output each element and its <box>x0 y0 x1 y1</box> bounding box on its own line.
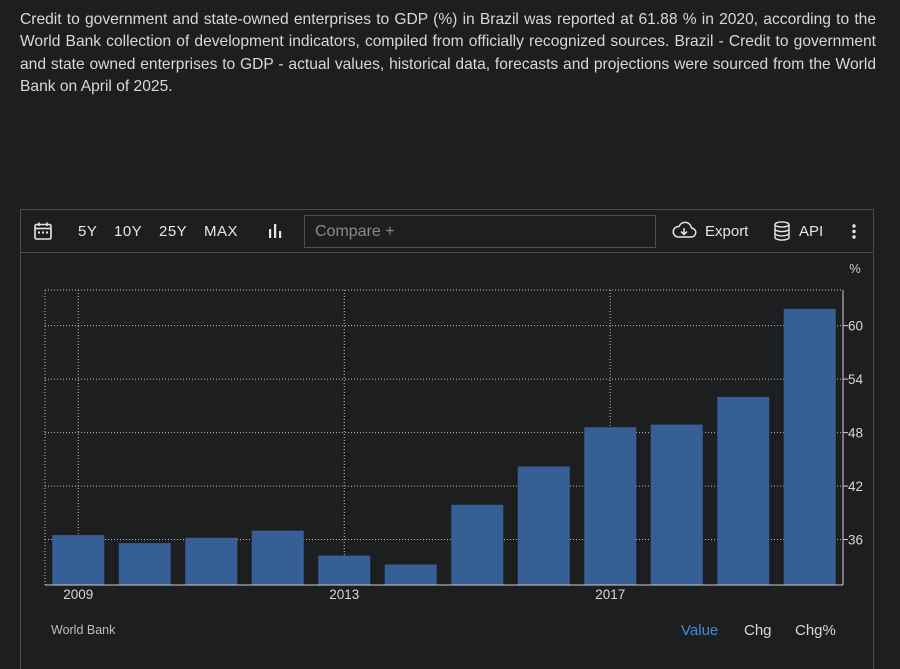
bar <box>52 535 105 585</box>
more-options-icon[interactable] <box>847 210 861 252</box>
chart-description: Credit to government and state-owned ent… <box>20 11 876 96</box>
tab-chg[interactable]: Chg <box>744 622 772 639</box>
x-tick-label: 2009 <box>63 587 93 602</box>
y-tick-label: 54 <box>848 372 864 387</box>
tab-chg-pct[interactable]: Chg% <box>795 622 836 639</box>
range-25y-button[interactable]: 25Y <box>159 222 188 240</box>
x-tick-label: 2013 <box>329 587 359 602</box>
calendar-icon[interactable] <box>33 210 53 252</box>
y-tick-label: 42 <box>848 479 863 494</box>
chart-toolbar: 5Y 10Y 25Y MAX Export <box>21 210 873 253</box>
bar-chart: 36 42 48 54 60% 2009 2013 2017 <box>44 261 864 602</box>
y-tick-label: 48 <box>848 426 863 441</box>
export-button[interactable]: Export <box>671 210 748 252</box>
api-button[interactable]: API <box>773 210 823 252</box>
cloud-download-icon <box>671 221 697 241</box>
bar <box>384 564 437 585</box>
range-max-button[interactable]: MAX <box>204 222 239 240</box>
bar <box>185 537 238 585</box>
range-10y-button[interactable]: 10Y <box>114 222 143 240</box>
bar <box>783 308 836 585</box>
bar <box>517 466 570 585</box>
y-tick-label: 36 <box>848 533 863 548</box>
bar <box>717 396 770 585</box>
bar <box>584 427 637 585</box>
tab-value[interactable]: Value <box>681 622 719 639</box>
database-icon <box>773 220 791 242</box>
compare-input[interactable] <box>304 215 656 248</box>
export-label: Export <box>705 222 749 240</box>
bar <box>118 543 171 585</box>
x-tick-label: 2017 <box>595 587 625 602</box>
bar <box>318 555 371 585</box>
y-axis-unit: % <box>849 261 861 276</box>
chart-type-icon[interactable] <box>267 210 285 252</box>
range-5y-button[interactable]: 5Y <box>78 222 98 240</box>
bar <box>251 530 304 585</box>
source-label: World Bank <box>51 623 116 637</box>
bar <box>650 424 703 585</box>
y-tick-label: 60 <box>848 319 863 334</box>
bar <box>451 504 504 585</box>
api-label: API <box>799 222 824 240</box>
